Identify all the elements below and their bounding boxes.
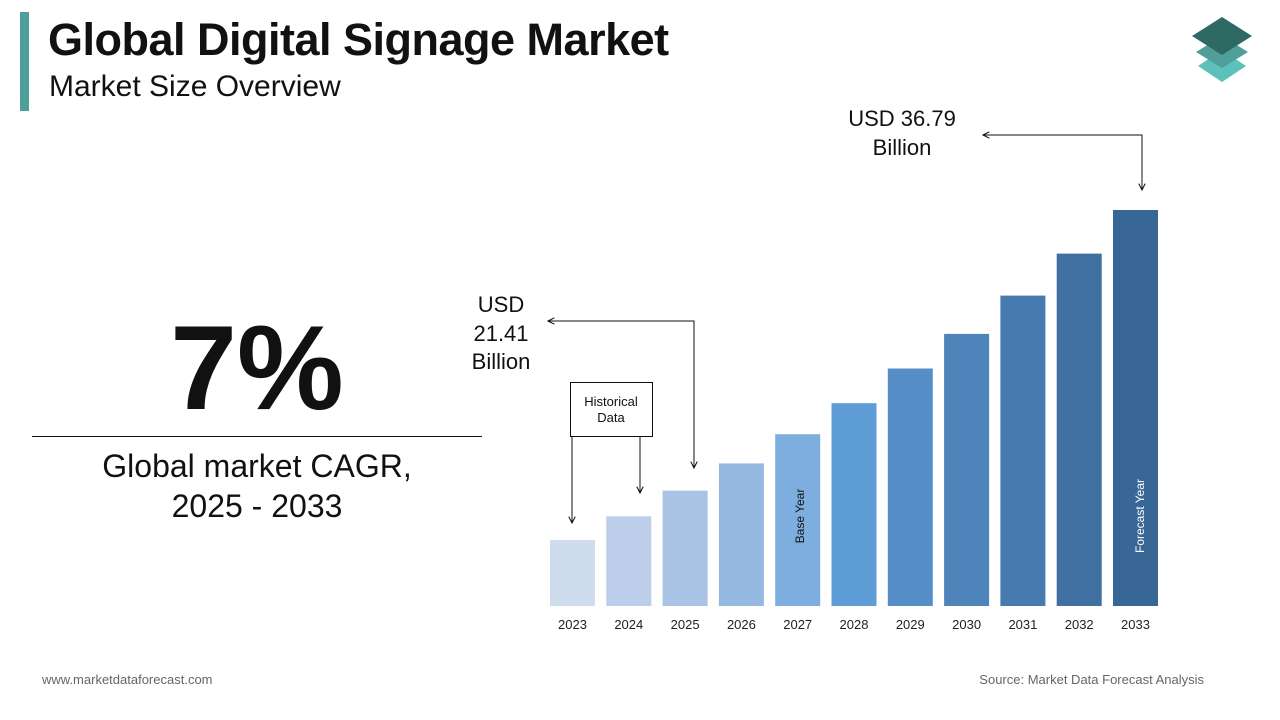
page-subtitle: Market Size Overview	[49, 70, 341, 103]
bar-2027	[775, 434, 821, 606]
x-tick-2026: 2026	[727, 617, 756, 632]
cagr-value: 7%	[170, 301, 344, 435]
page-title: Global Digital Signage Market	[48, 14, 669, 65]
bar-2028	[831, 403, 877, 606]
value-2025-label-line1: USD	[478, 292, 524, 317]
title-accent-bar	[20, 12, 29, 111]
x-tick-2025: 2025	[671, 617, 700, 632]
bar-2031	[1000, 295, 1046, 606]
logo-layer-top	[1192, 17, 1252, 55]
x-tick-2032: 2032	[1065, 617, 1094, 632]
cagr-label-period: 2025 - 2033	[171, 488, 343, 524]
historical-label-line1: Historical	[584, 394, 638, 409]
bar-2029	[887, 368, 933, 606]
bar-2030	[944, 333, 990, 606]
bar-2026	[718, 463, 764, 606]
x-tick-2023: 2023	[558, 617, 587, 632]
website-link[interactable]: www.marketdataforecast.com	[42, 672, 213, 687]
value-2033-label-line2: Billion	[873, 135, 932, 160]
source-note: Source: Market Data Forecast Analysis	[979, 672, 1204, 687]
bar-2025	[662, 490, 708, 606]
x-tick-2027: 2027	[783, 617, 812, 632]
x-tick-2029: 2029	[896, 617, 925, 632]
brand-logo-icon	[1192, 17, 1252, 82]
cagr-label-line1: Global market CAGR,	[102, 448, 412, 484]
historical-label-line2: Data	[597, 410, 625, 425]
forecast-year-label: Forecast Year	[1133, 479, 1147, 553]
bar-2032	[1056, 253, 1102, 606]
bar-2023	[550, 540, 595, 606]
x-tick-2031: 2031	[1008, 617, 1037, 632]
x-tick-2033: 2033	[1121, 617, 1150, 632]
bar-2024	[606, 516, 652, 606]
bar-group	[550, 210, 1158, 606]
bar-2033	[1113, 210, 1158, 606]
value-2025-label-line2: 21.41	[473, 321, 528, 346]
value-2033-arrow	[983, 135, 1142, 190]
x-tick-group: 2023 2024 2025 2026 2027 2028 2029 2030 2031 2032…	[558, 617, 1150, 632]
base-year-label: Base Year	[793, 489, 807, 544]
cagr-label: Global market CAGR, 2025 - 2033	[32, 446, 482, 526]
kpi-divider	[32, 436, 482, 437]
x-tick-2024: 2024	[614, 617, 643, 632]
x-tick-2028: 2028	[840, 617, 869, 632]
historical-data-box	[570, 382, 653, 437]
value-2033-label-line1: USD 36.79	[848, 106, 956, 131]
value-2025-arrow	[548, 321, 694, 468]
value-2025-label-line3: Billion	[472, 349, 531, 374]
x-tick-2030: 2030	[952, 617, 981, 632]
